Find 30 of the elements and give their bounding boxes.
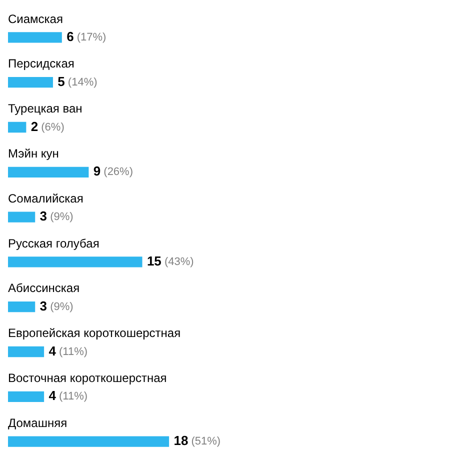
bar bbox=[8, 436, 170, 447]
data-label: 9 (26%) bbox=[93, 164, 133, 179]
y-tick-label: Сиамская bbox=[8, 12, 63, 26]
data-label: 6 (17%) bbox=[66, 29, 106, 44]
data-label: 2 (6%) bbox=[30, 118, 64, 134]
bar bbox=[8, 302, 36, 312]
y-tick-label: Турецкая ван bbox=[8, 102, 82, 116]
y-tick-label: Восточная короткошерстная bbox=[8, 370, 167, 385]
bar bbox=[8, 212, 36, 222]
bar bbox=[8, 32, 62, 43]
y-tick-label: Абиссинская bbox=[8, 281, 80, 296]
bar bbox=[8, 391, 44, 402]
y-tick-label: Русская голубая bbox=[8, 236, 100, 250]
bar bbox=[8, 256, 142, 268]
data-label: 18 (51%) bbox=[174, 433, 221, 448]
y-tick-label: Европейская короткошерстная bbox=[8, 326, 181, 340]
y-tick-label: Сомалийская bbox=[8, 191, 84, 206]
data-label: 3 (9%) bbox=[40, 298, 74, 314]
data-label: 4 (11%) bbox=[48, 343, 88, 358]
y-tick-label: Мэйн кун bbox=[8, 146, 59, 160]
data-label: 5 (14%) bbox=[58, 74, 98, 89]
bar bbox=[8, 122, 26, 133]
data-label: 3 (9%) bbox=[40, 208, 74, 224]
data-label: 15 (43%) bbox=[146, 254, 194, 269]
bar bbox=[8, 346, 44, 358]
y-tick-label: Домашняя bbox=[8, 416, 68, 430]
data-label: 4 (11%) bbox=[48, 388, 88, 404]
bar bbox=[8, 77, 53, 88]
y-tick-label: Персидская bbox=[8, 56, 74, 71]
bar bbox=[8, 166, 89, 178]
